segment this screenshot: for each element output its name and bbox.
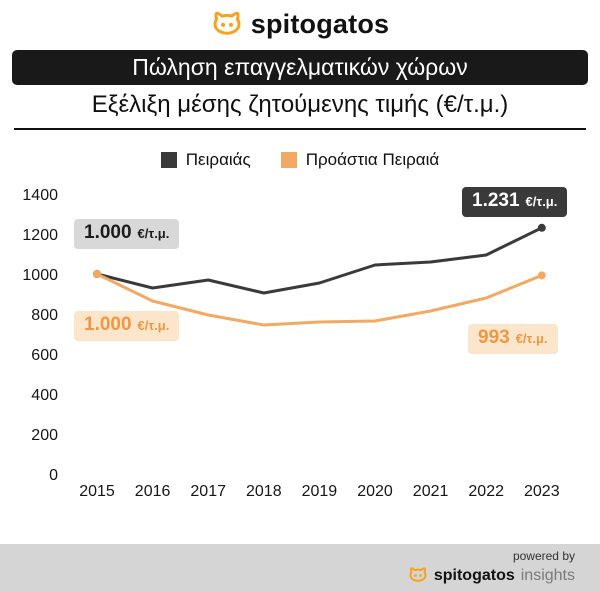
- svg-text:2023: 2023: [524, 483, 560, 500]
- svg-text:800: 800: [31, 307, 58, 324]
- svg-text:2020: 2020: [357, 483, 393, 500]
- svg-text:2016: 2016: [135, 483, 171, 500]
- chart-canvas: 0 200 400 600 800 1000 1200 1400 2015 2016 2017 201…: [22, 187, 560, 500]
- svg-text:0: 0: [49, 467, 58, 484]
- svg-text:1000: 1000: [22, 267, 58, 284]
- annotation-value: 1.231: [472, 190, 520, 211]
- legend-swatch-dark: [160, 152, 177, 168]
- footer: powered by spitogatos insights: [0, 544, 600, 591]
- legend-label: Προάστια Πειραιά: [305, 150, 440, 169]
- header: spitogatos: [0, 8, 600, 40]
- svg-text:2018: 2018: [246, 483, 282, 500]
- svg-text:2021: 2021: [413, 483, 449, 500]
- legend-label: Πειραιάς: [185, 150, 251, 169]
- svg-text:2019: 2019: [302, 483, 338, 500]
- svg-text:1200: 1200: [22, 227, 58, 244]
- annotation-unit: €/τ.μ.: [515, 331, 548, 346]
- legend-item-piraeus: Πειραιάς: [160, 150, 251, 170]
- divider-line: [14, 128, 586, 130]
- annotation-unit: €/τ.μ.: [137, 226, 170, 241]
- cat-logo-icon-small: [408, 565, 428, 587]
- svg-text:2017: 2017: [190, 483, 226, 500]
- footer-brand-name: spitogatos: [433, 567, 515, 584]
- annotation-suburbs-start: 1.000 €/τ.μ.: [74, 311, 180, 341]
- annotation-unit: €/τ.μ.: [137, 318, 170, 333]
- legend-item-suburbs: Προάστια Πειραιά: [280, 150, 440, 170]
- annotation-suburbs-end: 993 €/τ.μ.: [468, 324, 558, 354]
- brand-name: spitogatos: [250, 8, 390, 39]
- annotation-unit: €/τ.μ.: [525, 194, 558, 209]
- svg-text:200: 200: [31, 427, 58, 444]
- svg-text:1400: 1400: [22, 187, 58, 204]
- chart-subtitle: Εξέλιξη μέσης ζητούμενης τιμής (€/τ.μ.): [91, 91, 509, 118]
- annotation-value: 1.000: [84, 314, 132, 335]
- annotation-piraeus-start: 1.000 €/τ.μ.: [74, 219, 180, 249]
- svg-text:400: 400: [31, 387, 58, 404]
- footer-brand: spitogatos insights: [408, 565, 575, 587]
- chart-legend: Πειραιάς Προάστια Πειραιά: [0, 150, 600, 170]
- svg-text:2015: 2015: [79, 483, 115, 500]
- svg-text:2022: 2022: [468, 483, 504, 500]
- line-chart: 0 200 400 600 800 1000 1200 1400 2015 2016 2017 201…: [0, 182, 600, 512]
- title-banner: Πώληση επαγγελματικών χώρων: [12, 50, 588, 85]
- legend-swatch-orange: [280, 152, 297, 168]
- annotation-value: 1.000: [84, 222, 132, 243]
- powered-by-label: powered by: [512, 549, 575, 563]
- annotation-piraeus-end: 1.231 €/τ.μ.: [462, 187, 568, 217]
- annotation-value: 993: [478, 327, 510, 348]
- cat-logo-icon: [211, 8, 243, 40]
- svg-text:600: 600: [31, 347, 58, 364]
- footer-brand-suffix: insights: [520, 567, 575, 584]
